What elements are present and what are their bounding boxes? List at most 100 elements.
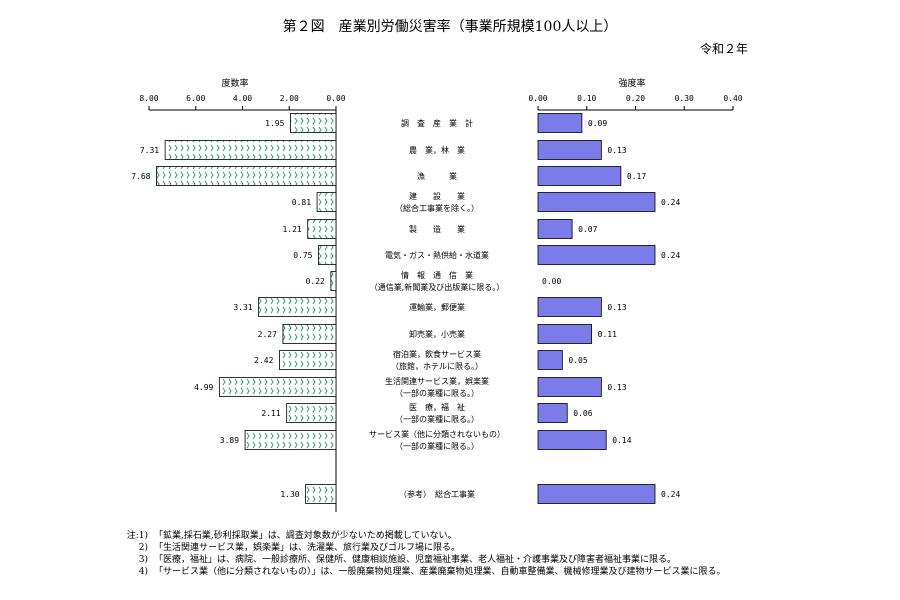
category-sublabel: （通信業,新聞業及び出版業に限る。）	[370, 282, 505, 292]
severity-rate-tick-label: 0.20	[626, 94, 645, 103]
severity-rate-value-label: 0.09	[588, 119, 607, 128]
severity-rate-bar	[537, 140, 602, 160]
frequency-rate-tick-label: 0.00	[326, 94, 345, 103]
severity-rate-bar	[537, 350, 563, 370]
footnote-text: 「鉱業,採石業,砂利採取業」は、調査対象数が少ないため掲載していない。	[154, 531, 457, 541]
footnotes: 注:1) 「鉱業,採石業,砂利採取業」は、調査対象数が少ないため掲載していない。 2…	[120, 530, 880, 578]
industry-category-labels: 調 査 産 業 計農 業，林 業漁 業建 設 業 （総合工事業を除く。） 製 造 業…	[369, 118, 505, 499]
severity-rate-value-label: 0.24	[661, 251, 680, 260]
frequency-rate-value-label: 2.27	[258, 330, 277, 339]
frequency-rate-value-label: 7.31	[140, 146, 159, 155]
frequency-rate-value-label: 2.42	[254, 356, 273, 365]
severity-rate-axis: 強度率 0.00 0.10 0.20 0.30 0.40	[528, 77, 743, 111]
frequency-rate-value-label: 4.99	[194, 383, 213, 392]
category-label: 卸売業，小売業	[409, 329, 465, 339]
severity-rate-bar	[537, 245, 656, 265]
frequency-rate-bar	[244, 430, 337, 450]
severity-rate-value-label: 0.05	[568, 356, 587, 365]
industry-accident-rate-chart: 度数率 8.00 6.00 4.00 2.00 0.00 強度率 0.00 0.10 0.20 0…	[131, 77, 743, 512]
severity-rate-value-label: 0.24	[661, 490, 680, 499]
category-sublabel: （一部の業種に限る。）	[395, 388, 479, 398]
frequency-rate-bar	[279, 350, 337, 370]
frequency-rate-value-label: 0.75	[293, 251, 312, 260]
frequency-rate-bar	[330, 271, 337, 291]
severity-rate-value-label: 0.14	[612, 436, 631, 445]
frequency-rate-bar	[282, 324, 337, 344]
frequency-rate-bar	[305, 484, 337, 504]
frequency-rate-bar	[316, 192, 337, 212]
frequency-rate-value-label: 0.22	[306, 277, 325, 286]
frequency-rate-value-label: 0.81	[292, 198, 311, 207]
footnote-text: 「医療，福祉」は、病院、一般診療所、保健所、健康相談施設、児童福祉事業、老人福祉…	[154, 555, 677, 565]
severity-rate-value-label: 0.06	[573, 409, 592, 418]
category-sublabel: （一部の業種に限る。）	[395, 441, 479, 451]
category-label: 電気・ガス・熱供給・水道業	[385, 250, 489, 260]
severity-rate-tick-label: 0.40	[723, 94, 742, 103]
frequency-rate-tick-label: 6.00	[186, 94, 205, 103]
frequency-rate-value-label: 1.30	[280, 490, 299, 499]
frequency-rate-value-label: 1.95	[265, 119, 284, 128]
frequency-rate-bar	[218, 377, 337, 397]
severity-rate-value-label: 0.00	[542, 277, 561, 286]
severity-rate-bar	[537, 192, 656, 212]
footnote-label: 4)	[138, 567, 148, 577]
frequency-rate-bar	[258, 297, 337, 317]
frequency-rate-value-label: 3.31	[233, 303, 252, 312]
frequency-rate-bars: 1.95 7.31 7.68 0.81 1.21 0.75 0.22 3.31 2.27 2.42…	[131, 113, 337, 504]
severity-rate-bar	[537, 377, 602, 397]
severity-rate-value-label: 0.13	[607, 303, 626, 312]
category-label: 生活関連サービス業，娯楽業	[385, 376, 489, 386]
frequency-rate-value-label: 7.68	[131, 172, 150, 181]
severity-rate-bar	[537, 403, 568, 423]
footnote-text: 「生活関連サービス業，娯楽業」は、洗濯業、旅行業及びゴルフ場に限る。	[154, 543, 461, 553]
category-label: 農 業，林 業	[409, 145, 465, 155]
category-label: 宿泊業，飲食サービス業	[393, 349, 481, 359]
category-sublabel: （総合工事業を除く。）	[395, 203, 479, 213]
frequency-rate-bar	[307, 219, 337, 239]
category-sublabel: （一部の業種に限る。）	[395, 414, 479, 424]
severity-rate-tick-label: 0.30	[675, 94, 694, 103]
severity-rate-value-label: 0.17	[627, 172, 646, 181]
severity-rate-value-label: 0.11	[598, 330, 617, 339]
category-label: 製 造 業	[409, 224, 465, 234]
severity-rate-tick-label: 0.10	[577, 94, 596, 103]
frequency-rate-axis-title: 度数率	[221, 77, 248, 89]
frequency-rate-value-label: 1.21	[282, 225, 301, 234]
footnote-label: 3)	[138, 555, 148, 565]
category-label: 医 療，福 祉	[409, 402, 465, 412]
frequency-rate-bar	[318, 245, 337, 265]
footnote-label: 注:1)	[126, 531, 148, 541]
category-label: 調 査 産 業 計	[401, 118, 473, 128]
frequency-rate-tick-label: 8.00	[139, 94, 158, 103]
severity-rate-value-label: 0.07	[578, 225, 597, 234]
severity-rate-value-label: 0.13	[607, 146, 626, 155]
severity-rate-bar	[537, 324, 593, 344]
severity-rate-bar	[537, 484, 656, 504]
severity-rate-bar	[537, 297, 602, 317]
footnote: 注:1) 「鉱業,採石業,砂利採取業」は、調査対象数が少ないため掲載していない。	[120, 530, 880, 542]
frequency-rate-value-label: 3.89	[220, 436, 239, 445]
frequency-rate-bar	[156, 166, 337, 186]
severity-rate-bars: 0.09 0.13 0.17 0.24 0.07 0.24 0.00 0.13 0.11 0.05…	[537, 113, 680, 504]
category-label: サービス業（他に分類されないもの）	[369, 429, 505, 439]
category-label: 運輸業，郵便業	[409, 302, 465, 312]
severity-rate-bar	[537, 430, 607, 450]
frequency-rate-bar	[290, 113, 337, 133]
category-label: （参考） 総合工事業	[399, 489, 475, 499]
footnote: 2) 「生活関連サービス業，娯楽業」は、洗濯業、旅行業及びゴルフ場に限る。	[120, 542, 880, 554]
footnote: 4) 「サービス業（他に分類されないもの）」は、一般廃棄物処理業、産業廃棄物処理業…	[120, 566, 880, 578]
category-label: 建 設 業	[409, 191, 465, 201]
frequency-rate-tick-label: 4.00	[233, 94, 252, 103]
category-label: 漁 業	[417, 171, 457, 181]
chart-title: 第２図 産業別労働災害率（事業所規模100人以上）	[282, 19, 618, 35]
footnote-label: 2)	[138, 543, 148, 553]
frequency-rate-tick-label: 2.00	[280, 94, 299, 103]
severity-rate-tick-label: 0.00	[528, 94, 547, 103]
frequency-rate-bar	[164, 140, 337, 160]
frequency-rate-value-label: 2.11	[261, 409, 280, 418]
footnote: 3) 「医療，福祉」は、病院、一般診療所、保健所、健康相談施設、児童福祉事業、老人…	[120, 554, 880, 566]
category-sublabel: （旅館，ホテルに限る。）	[391, 361, 483, 371]
severity-rate-value-label: 0.24	[661, 198, 680, 207]
severity-rate-bar	[537, 113, 583, 133]
severity-rate-bar	[537, 219, 573, 239]
